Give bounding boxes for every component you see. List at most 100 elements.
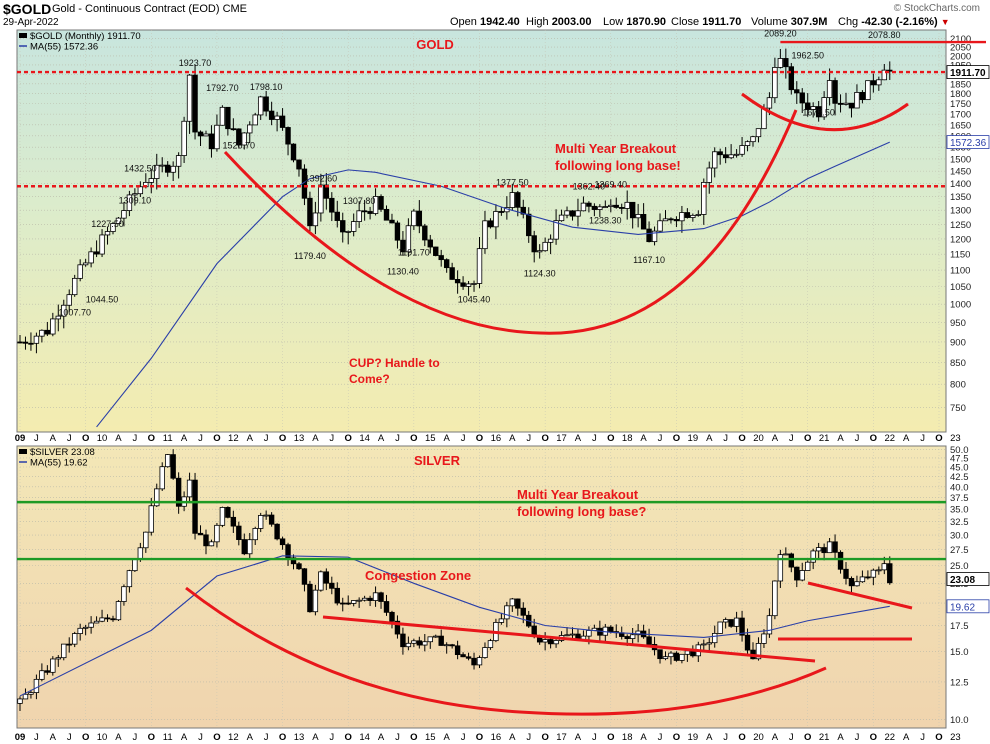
candle-up xyxy=(411,210,417,227)
candle-up xyxy=(99,617,105,622)
candle-up xyxy=(77,264,83,279)
candle-down xyxy=(268,110,275,120)
candle-down xyxy=(389,219,395,224)
candle-down xyxy=(361,210,368,213)
candle-down xyxy=(93,251,100,255)
candle-up xyxy=(72,277,78,296)
candle-up xyxy=(799,570,805,581)
price-label: 1362.40 xyxy=(573,181,606,191)
candle-up xyxy=(476,248,483,284)
candle-up xyxy=(597,206,603,210)
x-tick-label: O xyxy=(673,433,680,444)
x-tick-label: O xyxy=(345,732,352,743)
y-tick-label: 47.5 xyxy=(950,453,969,464)
x-tick-label: 13 xyxy=(294,732,305,743)
candle-up xyxy=(733,153,740,156)
candle-up xyxy=(679,212,685,222)
x-tick-label: J xyxy=(658,732,663,743)
candle-up xyxy=(728,154,734,159)
last-value-label: 1911.70 xyxy=(950,68,986,79)
y-tick-label: 1700 xyxy=(950,110,971,121)
x-tick-label: A xyxy=(181,433,188,444)
candle-up xyxy=(826,80,833,98)
candle-down xyxy=(684,212,691,218)
candle-up xyxy=(722,619,729,623)
candle-up xyxy=(208,541,215,547)
candle-down xyxy=(236,128,242,146)
candle-down xyxy=(285,127,291,145)
candle-up xyxy=(815,547,822,552)
x-tick-label: 10 xyxy=(97,433,108,444)
x-tick-label: J xyxy=(133,732,138,743)
candle-down xyxy=(104,617,111,620)
candle-up xyxy=(77,627,83,635)
candle-up xyxy=(482,647,488,659)
candle-up xyxy=(115,601,122,621)
candle-up xyxy=(476,657,483,666)
x-tick-label: O xyxy=(213,732,220,743)
candle-down xyxy=(285,544,291,559)
x-tick-label: O xyxy=(738,433,745,444)
candle-down xyxy=(438,635,444,646)
candle-down xyxy=(323,184,330,199)
y-tick-label: 42.5 xyxy=(950,472,969,483)
x-tick-label: A xyxy=(181,732,188,743)
candle-up xyxy=(558,214,565,222)
candle-up xyxy=(88,251,94,264)
candle-down xyxy=(427,239,433,248)
price-label: 1167.10 xyxy=(633,255,665,265)
candle-down xyxy=(837,102,844,105)
candle-up xyxy=(690,214,696,218)
candle-down xyxy=(805,102,811,110)
x-tick-label: J xyxy=(67,732,72,743)
candle-down xyxy=(307,197,313,227)
candle-down xyxy=(515,598,521,609)
candle-up xyxy=(443,644,450,647)
candle-down xyxy=(646,636,652,645)
x-tick-label: O xyxy=(804,732,811,743)
candle-down xyxy=(433,246,439,256)
candle-up xyxy=(564,210,570,216)
x-tick-label: 18 xyxy=(622,732,633,743)
x-tick-label: A xyxy=(640,732,647,743)
x-tick-label: 22 xyxy=(884,732,895,743)
x-tick-label: A xyxy=(640,433,647,444)
candle-up xyxy=(487,640,494,648)
candle-up xyxy=(750,136,756,143)
candle-down xyxy=(197,131,204,137)
breakout-annotation: following long base! xyxy=(555,158,681,173)
y-tick-label: 1300 xyxy=(950,206,971,217)
legend-price: $SILVER 23.08 xyxy=(30,447,95,458)
candle-up xyxy=(126,570,133,588)
candle-up xyxy=(509,598,516,607)
candle-down xyxy=(400,633,406,648)
x-tick-label: O xyxy=(213,433,220,444)
x-tick-label: J xyxy=(920,433,925,444)
candle-up xyxy=(350,221,357,232)
candle-up xyxy=(252,528,258,541)
candle-down xyxy=(794,89,800,94)
candle-up xyxy=(252,114,258,126)
candle-up xyxy=(257,96,264,116)
candle-down xyxy=(799,92,805,104)
x-tick-label: 17 xyxy=(556,433,567,444)
candle-up xyxy=(39,329,45,337)
x-tick-label: J xyxy=(592,732,597,743)
y-tick-label: 32.5 xyxy=(950,517,969,528)
candle-up xyxy=(744,141,751,146)
candle-up xyxy=(350,600,357,604)
candle-up xyxy=(82,626,89,629)
candle-down xyxy=(520,206,526,215)
y-tick-label: 1400 xyxy=(950,179,971,190)
x-tick-label: A xyxy=(837,732,844,743)
contract-description: Gold - Continuous Contract (EOD) CME xyxy=(52,3,247,15)
candle-up xyxy=(777,554,784,582)
candle-down xyxy=(547,639,554,645)
x-tick-label: O xyxy=(279,732,286,743)
candle-up xyxy=(372,196,379,214)
x-tick-label: J xyxy=(198,433,203,444)
cup-annotation: CUP? Handle to xyxy=(349,356,440,370)
x-tick-label: O xyxy=(476,732,483,743)
x-tick-label: J xyxy=(723,433,728,444)
candle-up xyxy=(121,210,127,219)
